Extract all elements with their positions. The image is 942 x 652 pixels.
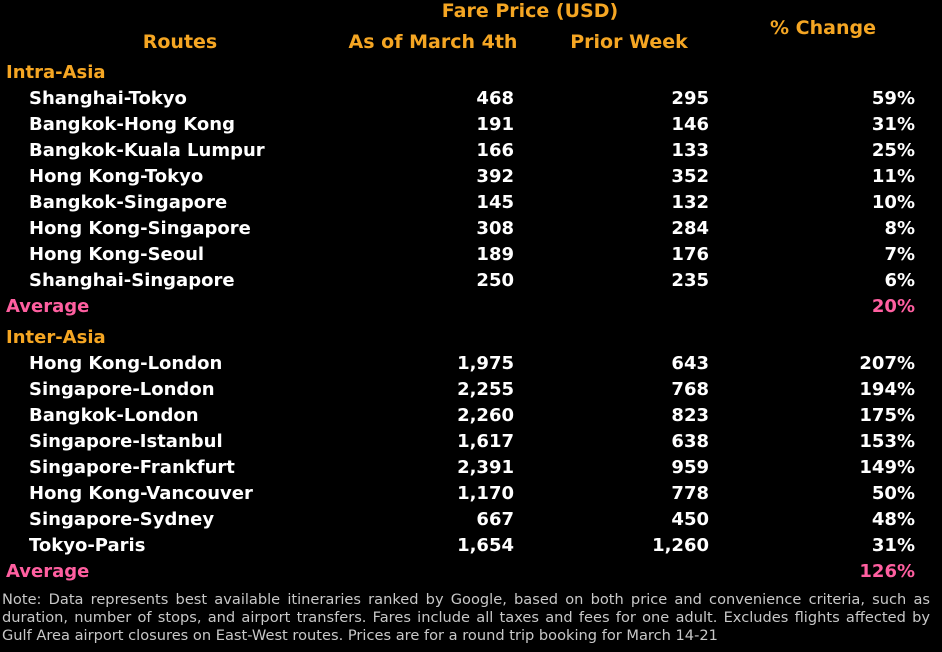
section-title: Inter-Asia — [6, 327, 106, 348]
cell-value: 207% — [859, 353, 915, 374]
section-title: Intra-Asia — [6, 62, 106, 83]
cell-value: 1,617 — [457, 431, 514, 452]
route-name: Singapore-Sydney — [29, 509, 215, 530]
cell-value: 1,654 — [457, 535, 514, 556]
cell-value: 352 — [671, 166, 709, 187]
cell-value: 392 — [476, 166, 514, 187]
cell-value: 31% — [871, 114, 915, 135]
cell-value: 145 — [476, 192, 514, 213]
route-name: Tokyo-Paris — [29, 535, 146, 556]
cell-value: 50% — [871, 483, 915, 504]
cell-value: 194% — [859, 379, 915, 400]
cell-value: 1,260 — [652, 535, 709, 556]
cell-value: 166 — [476, 140, 514, 161]
cell-value: 6% — [884, 270, 915, 291]
cell-value: 146 — [671, 114, 709, 135]
cell-value: 10% — [871, 192, 915, 213]
cell-value: 48% — [871, 509, 915, 530]
cell-value: 2,260 — [457, 405, 514, 426]
cell-value: 2,255 — [457, 379, 514, 400]
route-name: Singapore-London — [29, 379, 215, 400]
average-change: 126% — [859, 561, 915, 582]
route-name: Bangkok-Singapore — [29, 192, 228, 213]
cell-value: 643 — [671, 353, 709, 374]
cell-value: 191 — [476, 114, 514, 135]
cell-value: 8% — [884, 218, 915, 239]
cell-value: 189 — [476, 244, 514, 265]
footnote: Note: Data represents best available iti… — [2, 591, 930, 644]
cell-value: 959 — [671, 457, 709, 478]
route-name: Bangkok-Kuala Lumpur — [29, 140, 265, 161]
header-group: Fare Price (USD) — [441, 0, 619, 22]
cell-value: 175% — [859, 405, 915, 426]
cell-value: 31% — [871, 535, 915, 556]
cell-value: 308 — [476, 218, 514, 239]
column-header: Prior Week — [570, 31, 688, 53]
column-header: As of March 4th — [348, 31, 518, 53]
cell-value: 235 — [671, 270, 709, 291]
cell-value: 133 — [671, 140, 709, 161]
cell-value: 250 — [476, 270, 514, 291]
average-change: 20% — [871, 296, 915, 317]
cell-value: 768 — [671, 379, 709, 400]
route-name: Bangkok-London — [29, 405, 199, 426]
cell-value: 2,391 — [457, 457, 514, 478]
cell-value: 132 — [671, 192, 709, 213]
route-name: Hong Kong-Vancouver — [29, 483, 253, 504]
route-name: Singapore-Frankfurt — [29, 457, 235, 478]
route-name: Shanghai-Tokyo — [29, 88, 187, 109]
cell-value: 778 — [671, 483, 709, 504]
route-name: Singapore-Istanbul — [29, 431, 223, 452]
cell-value: 667 — [476, 509, 514, 530]
cell-value: 149% — [859, 457, 915, 478]
average-label: Average — [6, 296, 90, 317]
cell-value: 823 — [671, 405, 709, 426]
cell-value: 295 — [671, 88, 709, 109]
cell-value: 468 — [476, 88, 514, 109]
cell-value: 450 — [671, 509, 709, 530]
cell-value: 7% — [884, 244, 915, 265]
column-header: % Change — [770, 17, 876, 39]
average-label: Average — [6, 561, 90, 582]
cell-value: 1,170 — [457, 483, 514, 504]
cell-value: 1,975 — [457, 353, 514, 374]
route-name: Hong Kong-Seoul — [29, 244, 205, 265]
cell-value: 153% — [859, 431, 915, 452]
cell-value: 25% — [871, 140, 915, 161]
route-name: Hong Kong-Singapore — [29, 218, 251, 239]
route-name: Shanghai-Singapore — [29, 270, 235, 291]
cell-value: 59% — [871, 88, 915, 109]
column-header: Routes — [142, 31, 218, 53]
cell-value: 176 — [671, 244, 709, 265]
cell-value: 11% — [871, 166, 915, 187]
cell-value: 638 — [671, 431, 709, 452]
cell-value: 284 — [671, 218, 709, 239]
route-name: Bangkok-Hong Kong — [29, 114, 235, 135]
route-name: Hong Kong-Tokyo — [29, 166, 204, 187]
route-name: Hong Kong-London — [29, 353, 223, 374]
